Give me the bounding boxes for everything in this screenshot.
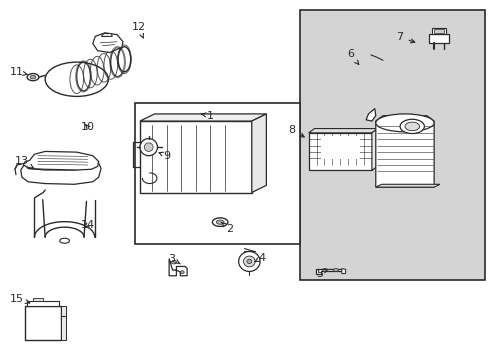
Ellipse shape <box>45 62 108 96</box>
Polygon shape <box>27 301 59 306</box>
Polygon shape <box>102 33 112 36</box>
Polygon shape <box>140 121 251 193</box>
Bar <box>135 103 300 244</box>
Text: 13: 13 <box>15 157 34 168</box>
Ellipse shape <box>118 47 130 72</box>
Polygon shape <box>371 129 377 170</box>
Ellipse shape <box>140 139 157 156</box>
Ellipse shape <box>180 271 184 274</box>
Bar <box>433 29 443 33</box>
Polygon shape <box>308 129 377 133</box>
Text: 8: 8 <box>288 125 304 137</box>
Polygon shape <box>61 306 66 340</box>
Ellipse shape <box>243 256 255 267</box>
Ellipse shape <box>30 75 36 79</box>
Text: 15: 15 <box>10 294 30 303</box>
Text: 1: 1 <box>201 111 214 121</box>
Ellipse shape <box>216 220 224 224</box>
Polygon shape <box>169 258 187 276</box>
Text: 14: 14 <box>81 220 95 230</box>
Polygon shape <box>308 133 371 170</box>
Text: 11: 11 <box>10 67 27 77</box>
Ellipse shape <box>212 218 227 226</box>
Polygon shape <box>251 114 266 193</box>
Polygon shape <box>25 306 61 340</box>
Text: 4: 4 <box>254 253 264 263</box>
Polygon shape <box>366 109 375 121</box>
Polygon shape <box>375 116 433 187</box>
Bar <box>300 10 484 280</box>
Bar <box>431 28 446 34</box>
Ellipse shape <box>375 114 433 132</box>
Ellipse shape <box>60 238 69 243</box>
Text: 5: 5 <box>316 269 326 279</box>
Ellipse shape <box>246 259 251 264</box>
Ellipse shape <box>144 143 153 152</box>
Polygon shape <box>23 152 99 170</box>
Polygon shape <box>93 33 122 53</box>
Polygon shape <box>34 222 95 237</box>
Text: 3: 3 <box>168 253 180 264</box>
Ellipse shape <box>333 269 338 271</box>
Ellipse shape <box>399 119 424 134</box>
Text: 9: 9 <box>159 151 170 161</box>
Polygon shape <box>21 163 101 184</box>
Polygon shape <box>341 269 345 274</box>
Ellipse shape <box>171 260 176 264</box>
Ellipse shape <box>27 73 39 81</box>
Polygon shape <box>316 269 341 274</box>
Polygon shape <box>140 114 266 121</box>
Bar <box>320 136 359 159</box>
Text: 7: 7 <box>396 32 414 43</box>
Polygon shape <box>33 298 43 301</box>
Ellipse shape <box>322 269 326 271</box>
Bar <box>428 34 448 43</box>
Ellipse shape <box>404 122 419 131</box>
Text: 2: 2 <box>221 222 233 234</box>
Ellipse shape <box>238 251 260 271</box>
Text: 12: 12 <box>131 22 145 38</box>
Polygon shape <box>375 184 439 187</box>
Text: 10: 10 <box>81 122 95 132</box>
Text: 6: 6 <box>346 49 358 64</box>
